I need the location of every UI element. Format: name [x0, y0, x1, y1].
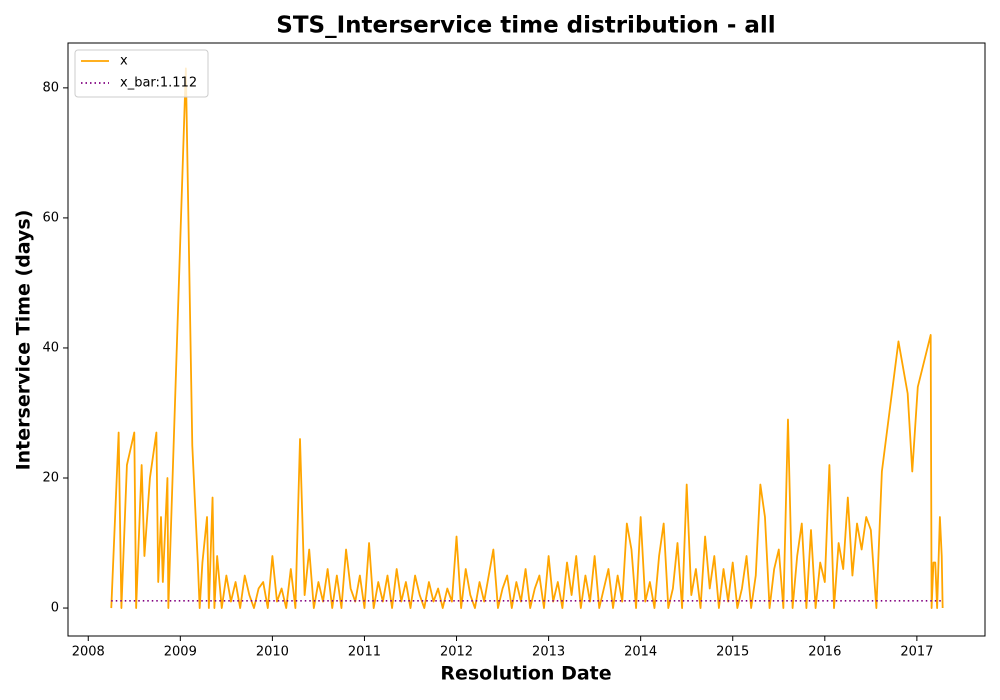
- x-tick-label: 2009: [164, 645, 197, 660]
- y-axis-label: Interservice Time (days): [13, 210, 35, 471]
- x-tick-label: 2016: [808, 645, 841, 660]
- x-tick-label: 2017: [900, 645, 933, 660]
- series-line: [110, 67, 944, 609]
- y-tick-label: 0: [51, 601, 59, 616]
- x-tick-label: 2013: [532, 645, 565, 660]
- chart-title: STS_Interservice time distribution - all: [276, 13, 775, 39]
- x-tick-label: 2011: [348, 645, 381, 660]
- x-tick-label: 2015: [716, 645, 749, 660]
- x-tick-label: 2012: [440, 645, 473, 660]
- legend-label: x_bar:1.112: [120, 76, 197, 91]
- y-tick-label: 60: [42, 210, 59, 225]
- x-tick-label: 2014: [624, 645, 657, 660]
- x-tick-label: 2010: [256, 645, 289, 660]
- y-tick-label: 40: [42, 340, 59, 355]
- x-tick-label: 2008: [72, 645, 105, 660]
- plot-frame: [67, 42, 986, 637]
- legend-label: x: [120, 54, 128, 69]
- y-tick-label: 80: [42, 80, 59, 95]
- x-axis-label: Resolution Date: [440, 663, 611, 685]
- y-tick-label: 20: [42, 470, 59, 485]
